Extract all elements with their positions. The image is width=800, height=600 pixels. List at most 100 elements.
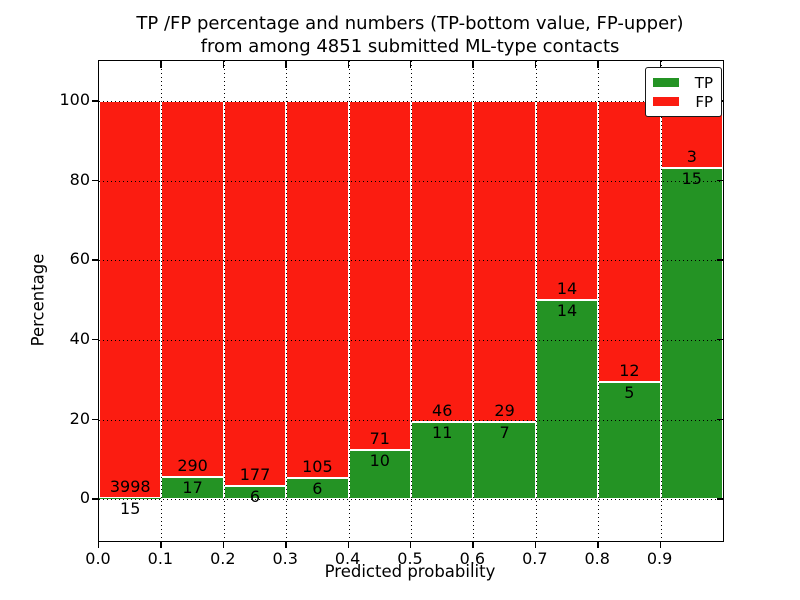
tp-count-label: 6 xyxy=(312,478,323,498)
tp-color-swatch xyxy=(653,78,679,87)
fp-count-label: 290 xyxy=(177,456,208,476)
x-tick-label: 0.3 xyxy=(272,549,298,568)
x-tick xyxy=(222,542,225,548)
x-tick-label: 0.2 xyxy=(210,549,236,568)
gridline-vertical xyxy=(161,61,163,541)
x-tick-top xyxy=(659,61,661,68)
chart-title-line1: TP /FP percentage and numbers (TP-bottom… xyxy=(136,13,684,34)
x-tick-label: 0.6 xyxy=(459,549,486,568)
plot-area: 3998 15 290 17 177 6 105 6 71 10 46 11 29 7 14 14 12 5 3 15 xyxy=(98,60,724,542)
tp-count-label: 14 xyxy=(556,301,578,321)
x-tick-top xyxy=(285,61,287,68)
tp-count-label: 7 xyxy=(499,422,510,442)
x-tick xyxy=(410,542,412,548)
x-tick-label: 0.9 xyxy=(646,549,673,568)
bar-segment-tp xyxy=(348,450,411,500)
tp-count-label: 15 xyxy=(681,168,702,188)
y-tick xyxy=(92,498,98,500)
tp-count-label: 15 xyxy=(120,498,141,518)
y-tick-right xyxy=(717,179,723,182)
fp-count-label: 105 xyxy=(302,456,333,476)
gridlines-layer xyxy=(99,61,723,541)
fp-count-label: 177 xyxy=(239,465,271,485)
x-tick-top xyxy=(222,61,225,68)
fp-count-label: 14 xyxy=(556,279,578,299)
x-tick xyxy=(597,542,599,548)
legend-label-fp: FP xyxy=(695,92,713,111)
chart-title-line2: from among 4851 submitted ML-type contac… xyxy=(200,36,620,57)
x-tick xyxy=(285,542,287,548)
y-tick-label: 60 xyxy=(69,249,90,269)
fp-count-label: 3 xyxy=(686,146,697,166)
x-tick xyxy=(534,542,537,548)
x-tick-label: 0.4 xyxy=(334,549,361,568)
y-tick-label: 20 xyxy=(69,408,90,428)
bar-segment-tp xyxy=(99,497,162,500)
legend: TP FP xyxy=(645,67,722,117)
fp-count-label: 71 xyxy=(369,429,390,449)
y-tick xyxy=(92,179,98,182)
tp-count-label: 6 xyxy=(249,487,261,507)
y-tick-label: 80 xyxy=(69,169,90,189)
bar-labels-layer: 3998 15 290 17 177 6 105 6 71 10 46 11 29 7 14 14 12 5 3 15 xyxy=(99,61,723,541)
x-tick-top xyxy=(472,61,474,68)
fp-count-label: 3998 xyxy=(109,476,151,496)
x-tick-top xyxy=(410,61,412,68)
x-tick-label: 0.5 xyxy=(397,549,423,568)
tp-count-label: 5 xyxy=(624,383,635,403)
gridline-vertical xyxy=(286,61,288,541)
bar-segment-fp xyxy=(286,101,349,478)
x-tick-top xyxy=(534,61,537,68)
bar-segment-tp xyxy=(535,300,599,500)
y-tick-right xyxy=(717,339,723,341)
x-tick-top xyxy=(347,61,349,68)
fp-count-label: 29 xyxy=(494,400,515,420)
legend-item-tp: TP xyxy=(653,73,713,92)
x-tick-top xyxy=(160,61,162,68)
y-tick xyxy=(92,100,98,102)
x-tick-label: 0.7 xyxy=(522,549,548,568)
gridline-vertical xyxy=(348,61,350,541)
bars-layer xyxy=(99,61,723,541)
x-axis-label: Predicted probability xyxy=(324,562,496,581)
tp-count-label: 11 xyxy=(432,423,453,443)
y-tick xyxy=(92,259,98,261)
chart-title: TP /FP percentage and numbers (TP-bottom… xyxy=(98,12,722,58)
x-tick xyxy=(347,542,349,548)
x-tick-label: 0.0 xyxy=(85,549,111,568)
gridline-vertical xyxy=(411,61,412,541)
bar-segment-tp xyxy=(411,422,474,500)
y-tick-right xyxy=(717,418,723,420)
bar-segment-tp xyxy=(473,421,536,500)
legend-item-fp: FP xyxy=(653,92,713,111)
bar-segment-fp xyxy=(223,101,287,487)
gridline-vertical xyxy=(473,61,475,541)
gridline-vertical xyxy=(660,61,662,541)
legend-label-tp: TP xyxy=(694,73,713,92)
fp-count-label: 46 xyxy=(432,401,453,421)
x-tick xyxy=(160,542,162,548)
x-tick-label: 0.1 xyxy=(147,549,174,568)
gridline-vertical xyxy=(223,61,225,541)
y-tick xyxy=(92,339,98,341)
bar-segment-fp xyxy=(535,101,599,301)
bar-segment-tp xyxy=(598,382,661,500)
bar-segment-fp xyxy=(411,101,474,423)
y-tick xyxy=(92,418,98,420)
x-tick-label: 0.8 xyxy=(584,549,610,568)
x-tick xyxy=(472,542,474,548)
bar-segment-fp xyxy=(473,101,536,422)
gridline-vertical xyxy=(598,61,600,541)
y-tick-label: 100 xyxy=(59,90,90,110)
tp-count-label: 10 xyxy=(369,451,390,471)
x-tick-top xyxy=(597,61,599,68)
y-tick-label: 40 xyxy=(69,329,90,348)
x-tick xyxy=(98,542,100,548)
bar-segment-tp xyxy=(660,167,723,500)
y-tick-right xyxy=(717,498,723,500)
tp-count-label: 17 xyxy=(182,478,203,498)
gridline-vertical xyxy=(535,61,537,541)
fp-count-label: 12 xyxy=(619,361,640,381)
y-tick-label: 0 xyxy=(79,488,90,508)
